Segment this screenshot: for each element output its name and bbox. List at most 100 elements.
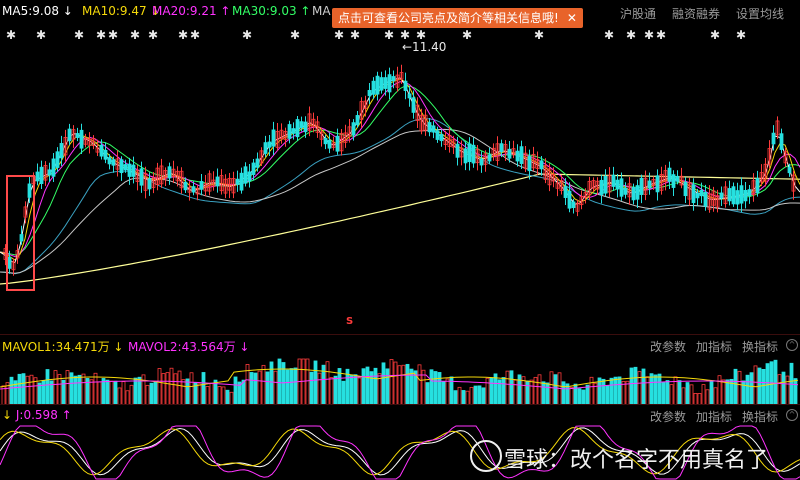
volume-chart[interactable] xyxy=(0,355,800,405)
event-marker-icon[interactable]: ✱ xyxy=(604,28,615,42)
candle-body xyxy=(479,158,484,166)
volume-bar xyxy=(209,382,214,405)
volume-bar xyxy=(145,384,150,405)
candle-body xyxy=(267,141,272,148)
candle-body xyxy=(731,186,736,205)
volume-bar xyxy=(737,370,742,405)
event-marker-icon[interactable]: ✱ xyxy=(178,28,189,42)
volume-bar xyxy=(121,381,126,405)
candle-body xyxy=(79,129,84,149)
volume-bar xyxy=(309,371,314,405)
volume-bar xyxy=(657,373,662,405)
event-marker-icon[interactable]: ✱ xyxy=(626,28,637,42)
volume-bar xyxy=(341,380,346,405)
event-marker-icon[interactable]: ✱ xyxy=(36,28,47,42)
candle-body xyxy=(111,159,116,166)
event-marker-icon[interactable]: ✱ xyxy=(462,28,473,42)
volume-bar xyxy=(401,364,406,405)
event-marker-icon[interactable]: ✱ xyxy=(644,28,655,42)
add-indicator-button[interactable]: 加指标 xyxy=(696,340,733,354)
chevron-up-icon[interactable]: ^ xyxy=(786,409,798,421)
volume-bar xyxy=(149,382,154,405)
tooltip-text: 点击可查看公司亮点及简介等相关信息哦! xyxy=(338,11,559,25)
volume-bar xyxy=(633,366,638,405)
volume-bar xyxy=(517,374,522,405)
candle-body xyxy=(787,166,792,174)
candle-body xyxy=(443,139,448,145)
volume-bar xyxy=(469,386,474,405)
candle-body xyxy=(235,178,240,185)
volume-bar xyxy=(793,378,798,405)
ma5-label: MA5:9.08 ↓ xyxy=(2,4,73,18)
candle-body xyxy=(779,133,784,150)
change-params-button[interactable]: 改参数 xyxy=(650,340,687,354)
candle-body xyxy=(195,187,200,195)
volume-bar xyxy=(365,366,370,405)
mavol2-line xyxy=(0,374,799,390)
event-marker-icon[interactable]: ✱ xyxy=(130,28,141,42)
volume-bar xyxy=(741,380,746,405)
event-marker-icon[interactable]: ✱ xyxy=(400,28,411,42)
ma10-label: MA10:9.47 ↓ xyxy=(82,4,161,18)
event-marker-icon[interactable]: ✱ xyxy=(384,28,395,42)
candle-body xyxy=(687,182,692,200)
candle-body xyxy=(555,182,560,189)
event-marker-icon[interactable]: ✱ xyxy=(334,28,345,42)
event-marker-icon[interactable]: ✱ xyxy=(108,28,119,42)
candle-body xyxy=(91,138,96,147)
event-marker-icon[interactable]: ✱ xyxy=(534,28,545,42)
event-marker-icon[interactable]: ✱ xyxy=(242,28,253,42)
volume-bar xyxy=(213,379,218,405)
candle-body xyxy=(651,179,656,186)
close-icon[interactable]: ✕ xyxy=(566,11,577,25)
candle-body xyxy=(547,168,552,186)
candle-body xyxy=(631,187,636,201)
candle-body xyxy=(679,175,684,186)
event-marker-icon[interactable]: ✱ xyxy=(416,28,427,42)
ma-settings-button[interactable]: 设置均线 xyxy=(736,7,785,21)
hgt-button[interactable]: 沪股通 xyxy=(620,7,657,21)
volume-bar xyxy=(169,367,174,405)
event-marker-icon[interactable]: ✱ xyxy=(190,28,201,42)
event-marker-icon[interactable]: ✱ xyxy=(290,28,301,42)
volume-bar xyxy=(717,375,722,405)
candle-body xyxy=(759,172,764,183)
candle-body xyxy=(143,173,148,191)
switch-indicator-button[interactable]: 换指标 xyxy=(742,340,779,354)
candle-body xyxy=(215,176,220,187)
event-marker-icon[interactable]: ✱ xyxy=(96,28,107,42)
volume-bar xyxy=(29,374,34,405)
volume-bar xyxy=(409,368,414,405)
event-marker-icon[interactable]: ✱ xyxy=(710,28,721,42)
company-info-tooltip[interactable]: 点击可查看公司亮点及简介等相关信息哦! ✕ xyxy=(332,8,583,28)
change-params-button[interactable]: 改参数 xyxy=(650,410,687,424)
margin-trading-button[interactable]: 融资融券 xyxy=(672,7,721,21)
candle-body xyxy=(263,142,268,154)
event-marker-icon[interactable]: ✱ xyxy=(350,28,361,42)
candle-body xyxy=(483,153,488,165)
volume-bar xyxy=(313,360,318,405)
event-marker-icon[interactable]: ✱ xyxy=(656,28,667,42)
candle-body xyxy=(419,114,424,132)
candle-body xyxy=(287,124,292,139)
switch-indicator-button[interactable]: 换指标 xyxy=(742,410,779,424)
volume-bar xyxy=(1,385,6,405)
event-marker-icon[interactable]: ✱ xyxy=(6,28,17,42)
candle-body xyxy=(675,175,680,182)
volume-bar xyxy=(265,371,270,405)
candle-body xyxy=(459,147,464,158)
volume-bar xyxy=(629,367,634,405)
volume-bar xyxy=(233,376,238,405)
volume-bar xyxy=(605,385,610,405)
volume-bar xyxy=(237,381,242,405)
event-marker-icon[interactable]: ✱ xyxy=(74,28,85,42)
volume-bar xyxy=(725,379,730,405)
add-indicator-button[interactable]: 加指标 xyxy=(696,410,733,424)
candlestick-chart[interactable] xyxy=(0,22,800,332)
volume-bar xyxy=(609,377,614,405)
candle-body xyxy=(519,146,524,164)
chevron-up-icon[interactable]: ^ xyxy=(786,339,798,351)
event-marker-icon[interactable]: ✱ xyxy=(148,28,159,42)
candle-body xyxy=(335,135,340,152)
event-marker-icon[interactable]: ✱ xyxy=(736,28,747,42)
